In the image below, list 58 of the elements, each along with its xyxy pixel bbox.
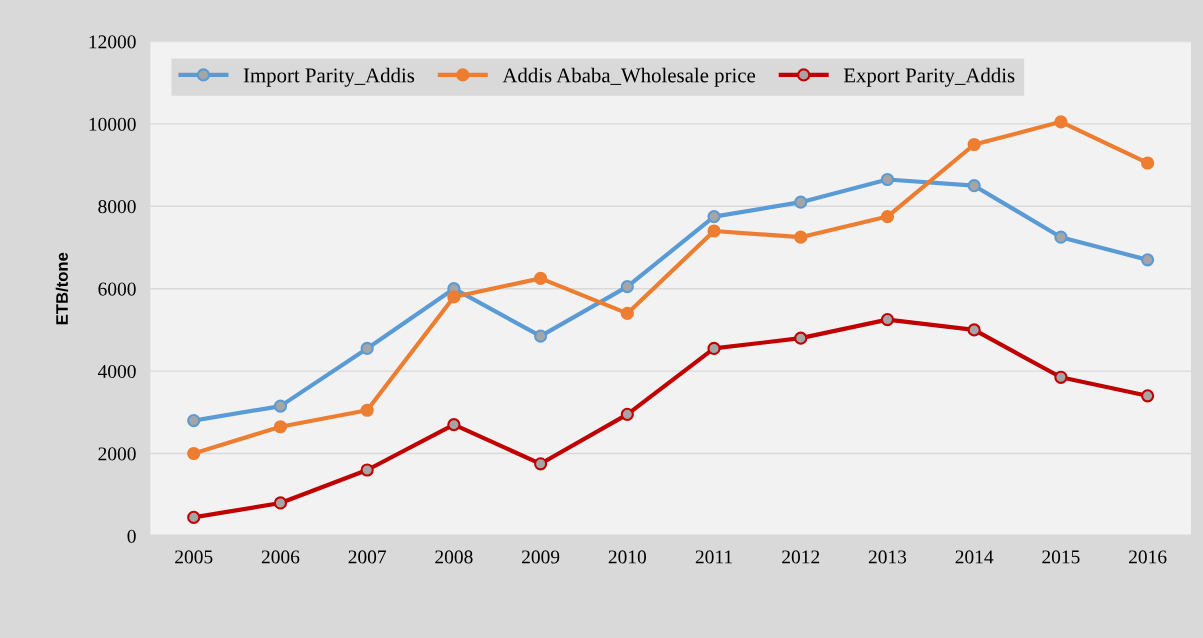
point [967, 179, 981, 193]
y-tick-label: 12000 [89, 35, 136, 49]
x-tick-label: 2007 [348, 550, 387, 564]
point [1054, 230, 1068, 244]
x-tick-label: 2005 [175, 550, 213, 564]
y-tick-label: 8000 [98, 200, 136, 214]
point [187, 446, 201, 461]
x-tick-label: 2014 [955, 550, 994, 564]
point [707, 209, 721, 224]
point [707, 341, 721, 356]
point [967, 323, 981, 337]
point [360, 403, 374, 417]
point [967, 137, 981, 152]
point [794, 331, 808, 345]
point [1141, 389, 1155, 403]
point [880, 313, 895, 327]
point [360, 341, 374, 356]
point [360, 463, 374, 477]
point [187, 510, 201, 524]
x-tick-label: 2013 [868, 550, 907, 564]
x-tick-label: 2009 [522, 550, 560, 564]
point [273, 399, 288, 413]
point [534, 457, 548, 471]
point [447, 418, 461, 432]
x-tick-label: 2016 [1129, 550, 1167, 564]
point [880, 172, 895, 187]
point [707, 224, 721, 238]
y-tick-label: 6000 [98, 282, 136, 296]
point [534, 329, 548, 343]
x-tick-label: 2006 [261, 550, 300, 564]
point [1141, 156, 1155, 170]
x-tick-label: 2011 [695, 550, 732, 564]
x-tick-label: 2010 [608, 550, 647, 564]
point [1054, 115, 1068, 129]
y-tick-label: 2000 [98, 447, 136, 461]
y-tick-label: 4000 [97, 364, 136, 379]
x-tick-label: 2015 [1042, 550, 1080, 564]
point [187, 413, 201, 428]
point [880, 209, 895, 224]
point [1054, 370, 1068, 384]
legend-label: Import Parity_Addis [243, 67, 415, 87]
x-tick-label: 2008 [435, 550, 473, 564]
point [534, 271, 548, 285]
y-tick-label: 0 [127, 529, 136, 543]
point [1141, 253, 1155, 267]
point [620, 280, 634, 294]
point [794, 230, 808, 244]
point [794, 195, 808, 209]
legend-label: Addis Ababa_Wholesale price [502, 67, 756, 87]
point [620, 306, 634, 321]
legend-label: Export Parity_Addis [843, 67, 1015, 87]
x-tick-label: 2012 [782, 550, 820, 564]
point [273, 496, 288, 510]
point [620, 407, 634, 421]
y-tick-label: 10000 [89, 117, 136, 131]
point [273, 420, 288, 434]
point [447, 290, 461, 304]
y-axis-title: ETB/tone [55, 252, 69, 325]
